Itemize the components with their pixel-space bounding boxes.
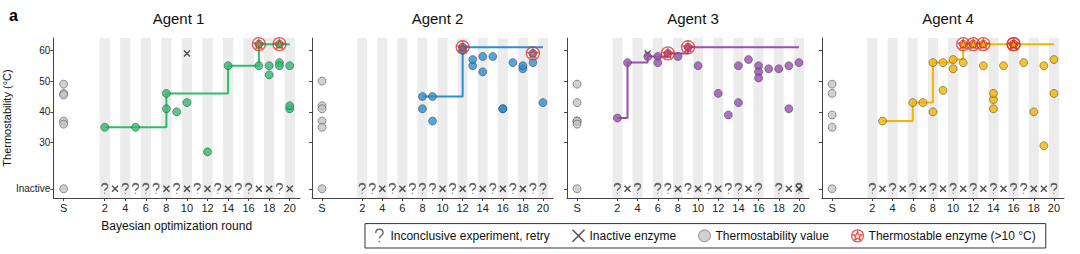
svg-text:S: S bbox=[60, 202, 67, 214]
svg-text:20: 20 bbox=[793, 202, 805, 214]
svg-text:16: 16 bbox=[1007, 202, 1019, 214]
svg-text:16: 16 bbox=[752, 202, 764, 214]
svg-text:6: 6 bbox=[143, 202, 149, 214]
svg-text:2: 2 bbox=[614, 202, 620, 214]
svg-text:30: 30 bbox=[39, 137, 51, 148]
svg-text:Agent 1: Agent 1 bbox=[153, 10, 205, 27]
svg-text:S: S bbox=[318, 202, 325, 214]
svg-text:12: 12 bbox=[712, 202, 724, 214]
svg-text:2: 2 bbox=[359, 202, 365, 214]
svg-text:S: S bbox=[573, 202, 580, 214]
svg-text:a: a bbox=[9, 7, 18, 24]
svg-text:8: 8 bbox=[163, 202, 169, 214]
svg-text:20: 20 bbox=[284, 202, 296, 214]
svg-text:14: 14 bbox=[477, 202, 489, 214]
svg-text:12: 12 bbox=[967, 202, 979, 214]
svg-text:4: 4 bbox=[379, 202, 385, 214]
svg-text:14: 14 bbox=[732, 202, 744, 214]
svg-text:Thermostability value: Thermostability value bbox=[716, 229, 830, 243]
svg-text:10: 10 bbox=[181, 202, 193, 214]
svg-text:18: 18 bbox=[517, 202, 529, 214]
svg-text:8: 8 bbox=[675, 202, 681, 214]
svg-text:Agent 3: Agent 3 bbox=[667, 10, 719, 27]
svg-text:16: 16 bbox=[242, 202, 254, 214]
svg-text:Bayesian optimization round: Bayesian optimization round bbox=[101, 219, 252, 233]
svg-text:60: 60 bbox=[39, 45, 51, 56]
svg-text:18: 18 bbox=[773, 202, 785, 214]
svg-text:Inactive: Inactive bbox=[16, 183, 51, 194]
svg-text:Inconclusive experiment, retry: Inconclusive experiment, retry bbox=[390, 229, 549, 243]
svg-text:10: 10 bbox=[692, 202, 704, 214]
svg-text:20: 20 bbox=[1048, 202, 1060, 214]
svg-text:Inactive enzyme: Inactive enzyme bbox=[590, 229, 677, 243]
svg-text:18: 18 bbox=[263, 202, 275, 214]
svg-text:Thermostability (°C): Thermostability (°C) bbox=[1, 69, 13, 166]
svg-text:10: 10 bbox=[947, 202, 959, 214]
svg-text:16: 16 bbox=[497, 202, 509, 214]
svg-text:20: 20 bbox=[537, 202, 549, 214]
svg-text:12: 12 bbox=[457, 202, 469, 214]
svg-text:14: 14 bbox=[222, 202, 234, 214]
svg-text:Agent 4: Agent 4 bbox=[922, 10, 974, 27]
svg-text:S: S bbox=[828, 202, 835, 214]
svg-text:2: 2 bbox=[102, 202, 108, 214]
svg-text:4: 4 bbox=[890, 202, 896, 214]
svg-text:6: 6 bbox=[910, 202, 916, 214]
svg-text:40: 40 bbox=[39, 106, 51, 117]
svg-text:4: 4 bbox=[635, 202, 641, 214]
svg-text:14: 14 bbox=[987, 202, 999, 214]
svg-text:6: 6 bbox=[399, 202, 405, 214]
svg-text:2: 2 bbox=[869, 202, 875, 214]
svg-text:6: 6 bbox=[655, 202, 661, 214]
svg-text:10: 10 bbox=[436, 202, 448, 214]
svg-text:8: 8 bbox=[930, 202, 936, 214]
svg-text:12: 12 bbox=[201, 202, 213, 214]
svg-text:Agent 2: Agent 2 bbox=[412, 10, 464, 27]
svg-text:Thermostable enzyme (>10 °C): Thermostable enzyme (>10 °C) bbox=[869, 229, 1036, 243]
svg-text:50: 50 bbox=[39, 76, 51, 87]
svg-text:8: 8 bbox=[419, 202, 425, 214]
svg-text:18: 18 bbox=[1028, 202, 1040, 214]
svg-text:4: 4 bbox=[122, 202, 128, 214]
